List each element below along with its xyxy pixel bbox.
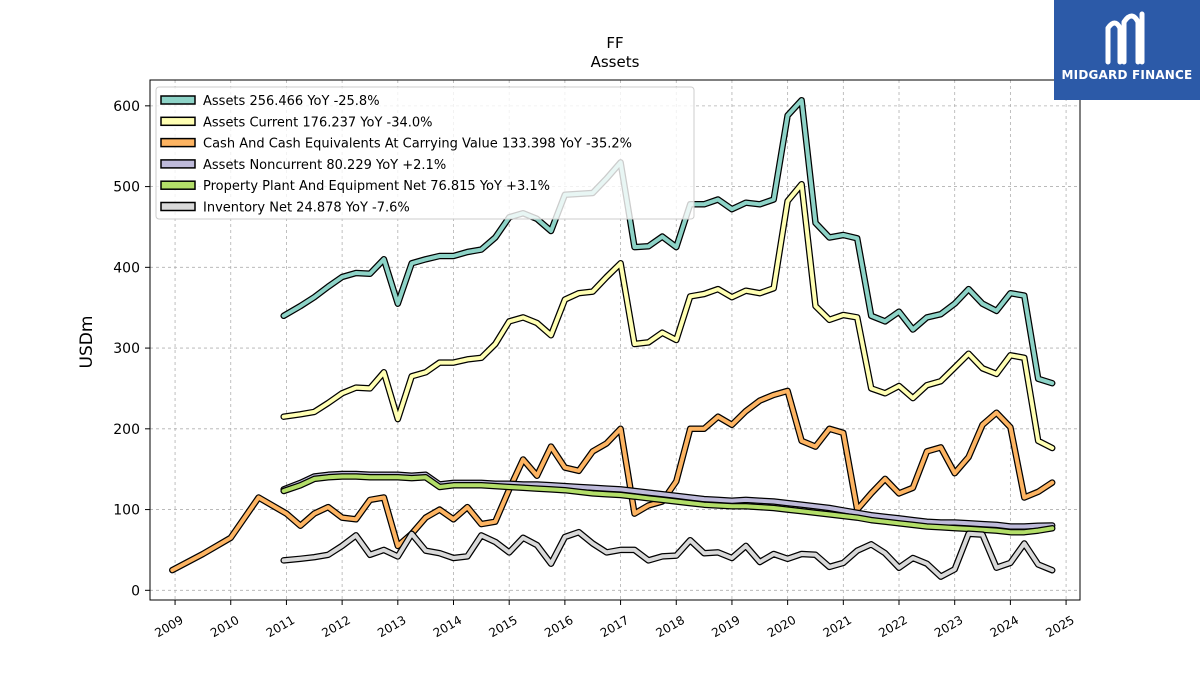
legend-label-assets-current: Assets Current 176.237 YoY -34.0% bbox=[203, 115, 433, 130]
legend-box bbox=[155, 86, 695, 220]
y-tick-label: 600 bbox=[113, 99, 140, 115]
x-tick-label: 2014 bbox=[431, 613, 464, 640]
legend-label-inventory-net: Inventory Net 24.878 YoY -7.6% bbox=[203, 201, 410, 216]
series-outline-property-plant-and-equipment-net bbox=[280, 473, 1056, 536]
series-line-property-plant-and-equipment-net bbox=[281, 474, 1055, 535]
x-tick-label: 2010 bbox=[208, 613, 241, 640]
x-tick-label: 2016 bbox=[542, 613, 575, 640]
chart-subtitle: Assets bbox=[591, 53, 640, 71]
x-tick-label: 2013 bbox=[375, 613, 408, 640]
legend-swatch-inventory-net bbox=[160, 201, 196, 212]
series-line-assets-current bbox=[281, 182, 1055, 450]
y-tick-label: 0 bbox=[131, 583, 140, 599]
y-tick-label: 400 bbox=[113, 260, 140, 276]
legend-label-assets-noncurrent: Assets Noncurrent 80.229 YoY +2.1% bbox=[203, 158, 446, 173]
y-axis-label: USDm bbox=[77, 316, 97, 369]
y-tick-label: 200 bbox=[113, 422, 140, 438]
brand-logo: MIDGARD FINANCE bbox=[1054, 0, 1200, 100]
x-tick-label: 2019 bbox=[709, 613, 742, 640]
legend-swatch-assets bbox=[160, 95, 196, 105]
legend-swatch-cash-and-cash-equivalents-at-carrying-value bbox=[160, 137, 196, 148]
series-line-inventory-net bbox=[281, 530, 1055, 579]
legend-label-property-plant-and-equipment-net: Property Plant And Equipment Net 76.815 … bbox=[203, 179, 550, 194]
x-tick-label: 2024 bbox=[988, 613, 1021, 640]
legend-label-cash-and-cash-equivalents-at-carrying-value: Cash And Cash Equivalents At Carrying Va… bbox=[203, 137, 632, 152]
x-tick-label: 2018 bbox=[654, 613, 687, 640]
x-tick-label: 2022 bbox=[876, 613, 909, 640]
legend-swatch-property-plant-and-equipment-net bbox=[160, 180, 196, 190]
x-tick-label: 2017 bbox=[598, 613, 631, 640]
logo-mark-icon bbox=[1105, 11, 1145, 65]
x-tick-label: 2015 bbox=[486, 613, 519, 640]
y-tick-label: 300 bbox=[113, 341, 140, 357]
logo-text: MIDGARD FINANCE bbox=[1061, 68, 1193, 82]
x-tick-label: 2025 bbox=[1043, 613, 1076, 640]
x-tick-label: 2012 bbox=[319, 613, 352, 640]
x-tick-label: 2023 bbox=[932, 613, 965, 640]
x-tick-label: 2009 bbox=[152, 613, 185, 640]
legend: Assets 256.466 YoY -25.8% Assets Current … bbox=[155, 86, 695, 220]
y-tick-label: 500 bbox=[113, 180, 140, 196]
x-tick-label: 2011 bbox=[264, 613, 297, 640]
series-line-assets bbox=[281, 98, 1055, 386]
x-tick-label: 2021 bbox=[821, 613, 854, 640]
chart-title: FF bbox=[606, 34, 623, 52]
plot-frame bbox=[149, 79, 1081, 601]
legend-swatch-assets-current bbox=[160, 116, 196, 127]
legend-swatch-assets-noncurrent bbox=[160, 159, 196, 169]
x-tick-label: 2020 bbox=[765, 613, 798, 640]
series-line-cash-and-cash-equivalents-at-carrying-value bbox=[170, 388, 1055, 573]
legend-label-assets: Assets 256.466 YoY -25.8% bbox=[203, 94, 380, 109]
y-tick-label: 100 bbox=[113, 503, 140, 519]
series-lines bbox=[169, 96, 1056, 580]
